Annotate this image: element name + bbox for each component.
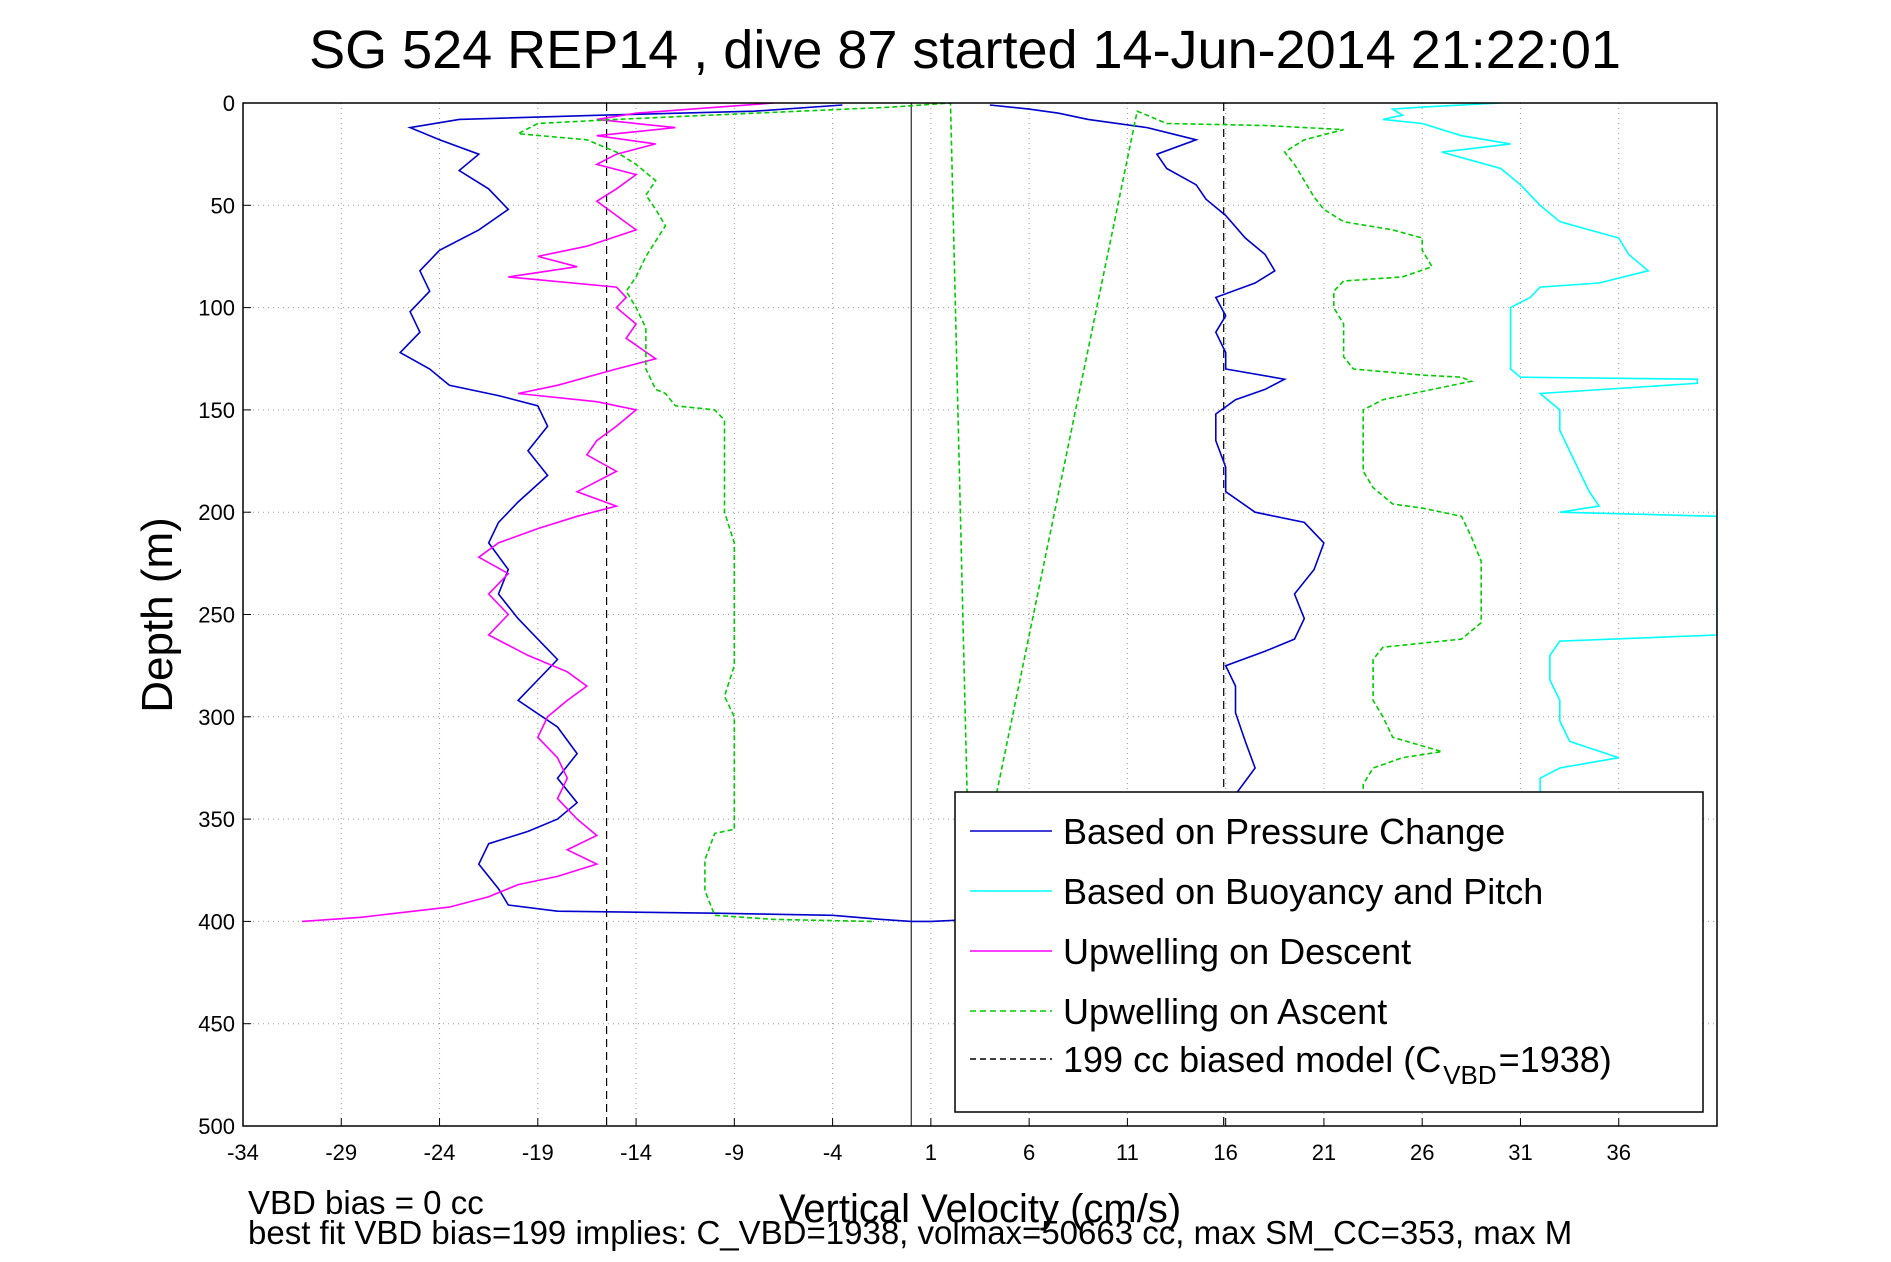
y-tick-label: 300 xyxy=(198,705,235,730)
x-tick-label: -9 xyxy=(725,1140,745,1165)
x-tick-label: -14 xyxy=(620,1140,652,1165)
y-tick-label: 50 xyxy=(211,193,235,218)
legend-tail: =1938) xyxy=(1499,1039,1612,1080)
x-tick-label: -19 xyxy=(522,1140,554,1165)
y-tick-label: 400 xyxy=(198,909,235,934)
legend-label-upwelling-on-descent: Upwelling on Descent xyxy=(1063,931,1411,972)
x-tick-label: 36 xyxy=(1606,1140,1630,1165)
y-tick-label: 200 xyxy=(198,500,235,525)
x-tick-label: 6 xyxy=(1023,1140,1035,1165)
legend-label-199-cc-biased-model-c: 199 cc biased model (C xyxy=(1063,1039,1441,1080)
x-tick-label: 1 xyxy=(925,1140,937,1165)
x-tick-label: 21 xyxy=(1312,1140,1336,1165)
series-line-upwelling-on-ascent xyxy=(515,103,1482,923)
x-tick-label: -4 xyxy=(823,1140,843,1165)
series-line-based-on-pressure-change xyxy=(398,104,1325,923)
x-tick-label: -29 xyxy=(325,1140,357,1165)
x-tick-label: 11 xyxy=(1116,1140,1139,1165)
tick-labels: -34 -29 -24 -19 -14 -9 -4 1 6 11 16 21 26 31 360501001… xyxy=(198,91,1631,1165)
y-tick-label: 450 xyxy=(198,1012,235,1037)
legend: Based on Pressure Change Based on Buoyanc… xyxy=(954,791,1704,1113)
annotation-best-fit: best fit VBD bias=199 implies: C_VBD=193… xyxy=(248,1214,1572,1251)
y-tick-label: 350 xyxy=(198,807,235,832)
series-line-based-on-buoyancy-and-pitch xyxy=(1382,103,1717,818)
y-tick-label: 250 xyxy=(198,603,235,628)
y-tick-label: 150 xyxy=(198,398,235,423)
x-tick-label: 16 xyxy=(1213,1140,1237,1165)
y-tick-label: 500 xyxy=(198,1114,235,1139)
y-tick-label: 100 xyxy=(198,296,235,321)
x-axis-label: Vertical Velocity (cm/s) xyxy=(779,1187,1181,1231)
series-layer xyxy=(301,103,1717,1126)
chart-title: SG 524 REP14 , dive 87 started 14-Jun-20… xyxy=(309,20,1621,80)
y-tick-label: 0 xyxy=(223,91,235,116)
legend-subscript: VBD xyxy=(1443,1060,1496,1090)
x-tick-label: -34 xyxy=(227,1140,259,1165)
annotation-vbd-bias: VBD bias = 0 cc xyxy=(248,1184,484,1221)
legend-box xyxy=(954,791,1704,1113)
series-line-upwelling-on-descent xyxy=(301,103,774,923)
legend-label-based-on-pressure-change: Based on Pressure Change xyxy=(1063,811,1505,852)
legend-label-upwelling-on-ascent: Upwelling on Ascent xyxy=(1063,991,1387,1032)
y-axis-label: Depth (m) xyxy=(133,517,182,713)
x-tick-label: -24 xyxy=(424,1140,456,1165)
plot-frame xyxy=(242,102,1718,1127)
x-tick-label: 26 xyxy=(1410,1140,1434,1165)
x-tick-label: 31 xyxy=(1508,1140,1532,1165)
legend-label-based-on-buoyancy-and-pitch: Based on Buoyancy and Pitch xyxy=(1063,871,1543,912)
